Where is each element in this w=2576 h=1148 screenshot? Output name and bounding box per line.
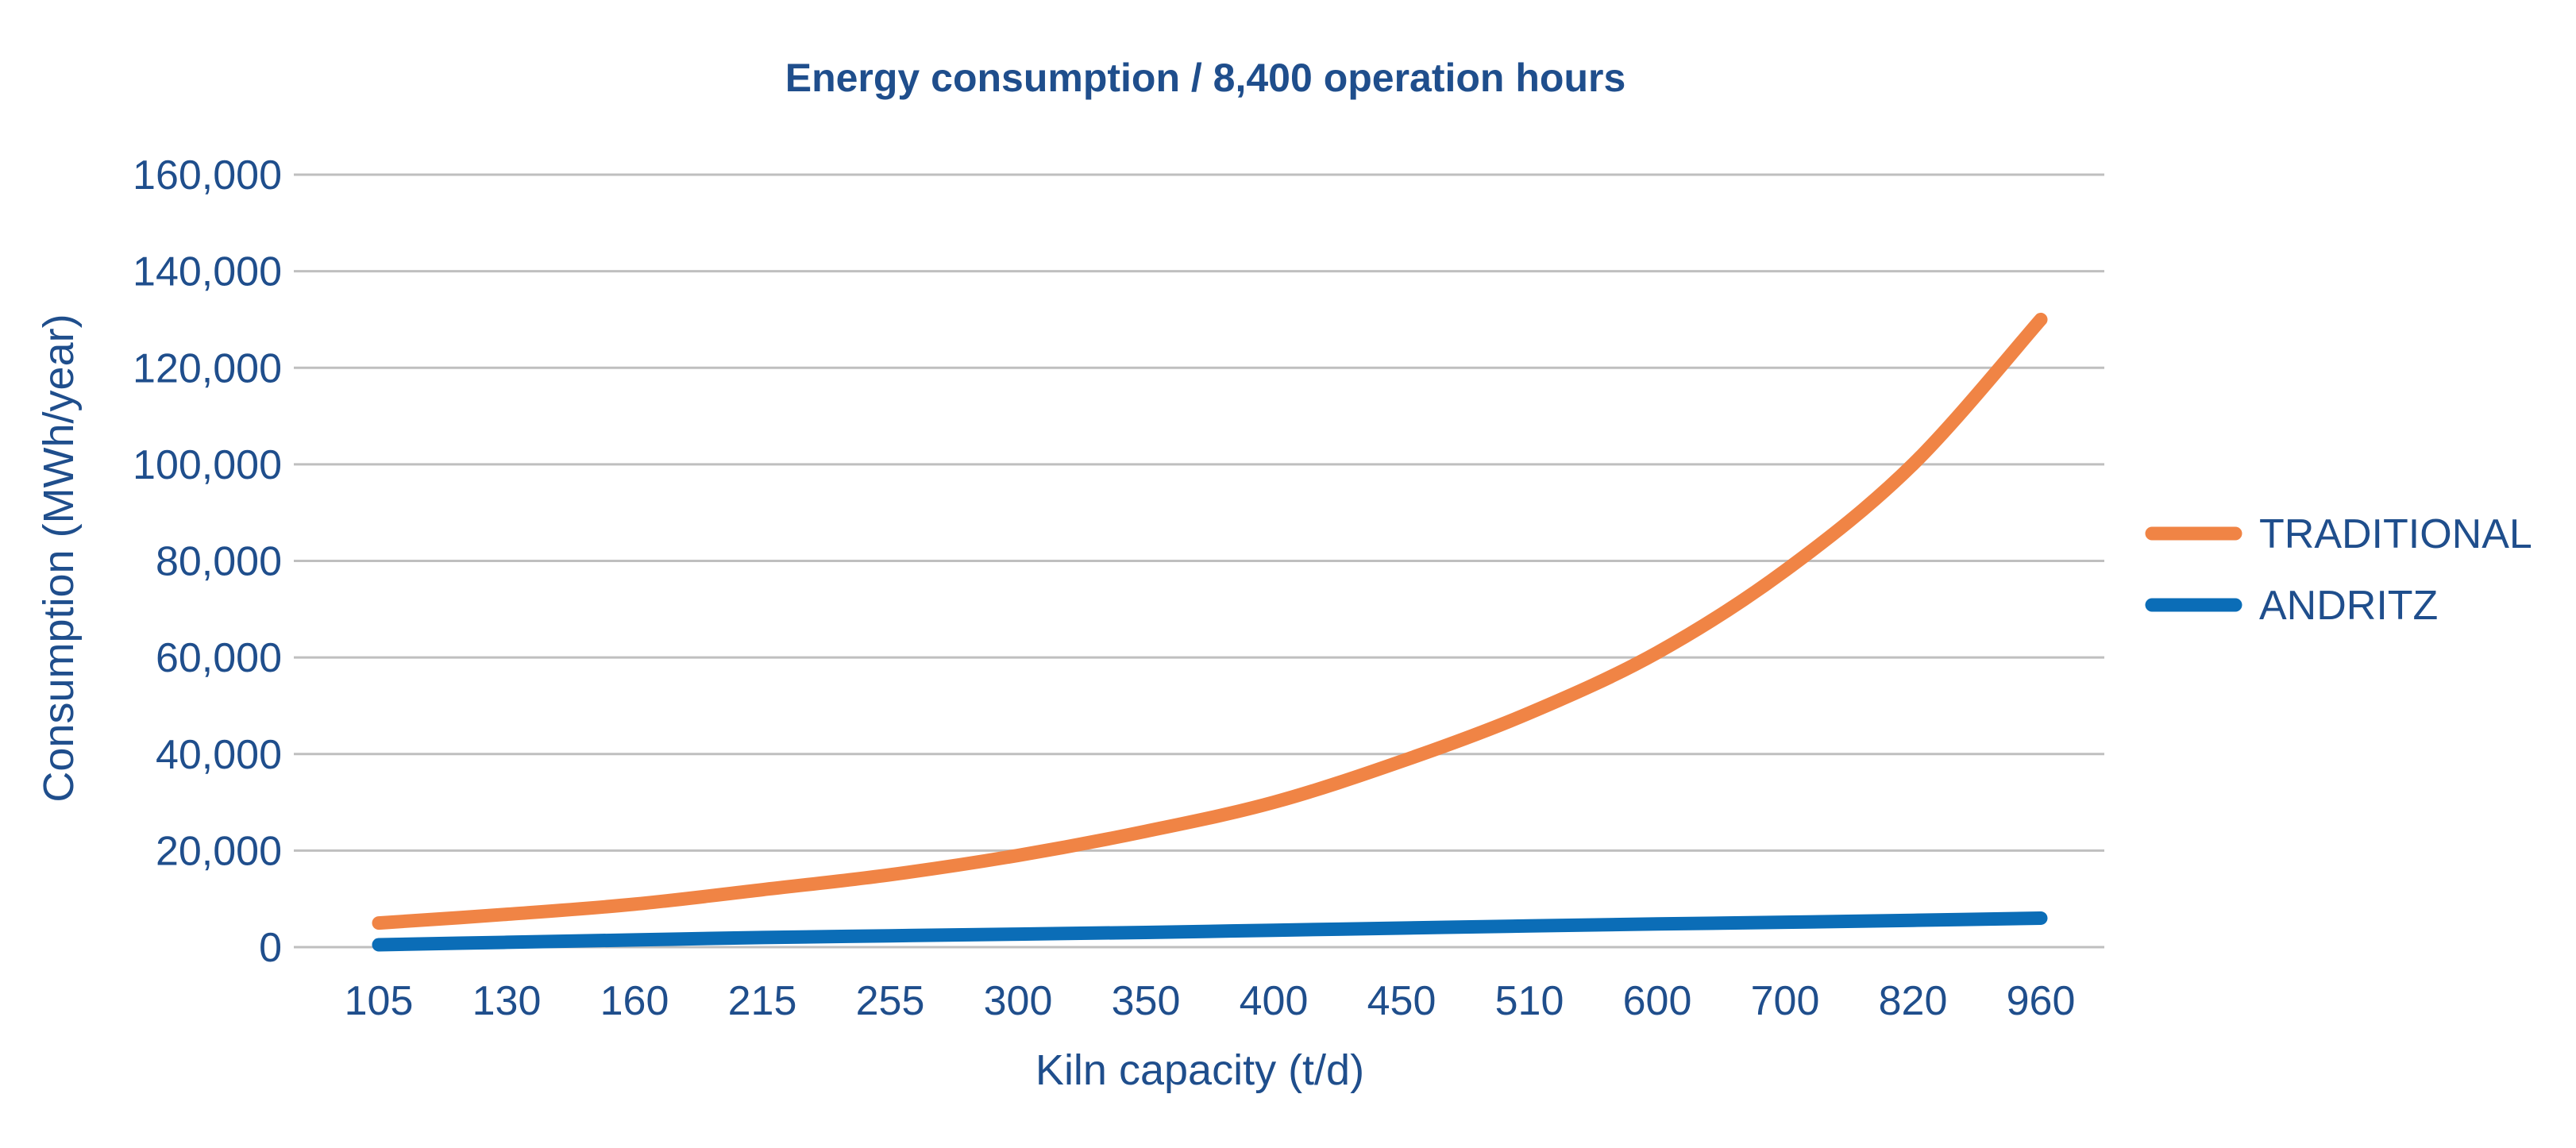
y-tick-label: 120,000 xyxy=(133,345,282,391)
x-tick-label: 300 xyxy=(984,978,1053,1024)
legend: TRADITIONAL ANDRITZ xyxy=(2145,511,2532,629)
x-tick-label: 400 xyxy=(1240,978,1309,1024)
series-line-traditional xyxy=(372,312,2048,930)
x-tick-label: 510 xyxy=(1495,978,1564,1024)
series-line-andritz xyxy=(372,911,2048,952)
x-axis-ticks: 105 130 160 215 255 300 350 400 450 510 600 700 820 9… xyxy=(345,978,2076,1024)
x-tick-label: 215 xyxy=(728,978,797,1024)
y-tick-label: 0 xyxy=(259,925,282,971)
x-axis-label: Kiln capacity (t/d) xyxy=(1035,1046,1364,1094)
x-tick-label: 600 xyxy=(1623,978,1692,1024)
x-tick-label: 350 xyxy=(1112,978,1181,1024)
legend-label-andritz: ANDRITZ xyxy=(2259,583,2438,629)
gridlines xyxy=(294,173,2104,949)
y-tick-label: 100,000 xyxy=(133,442,282,488)
series-lines xyxy=(372,312,2048,952)
x-tick-label: 130 xyxy=(472,978,542,1024)
y-axis-ticks: 0 20,000 40,000 60,000 80,000 100,000 120,000 1… xyxy=(133,152,282,971)
x-tick-label: 255 xyxy=(856,978,925,1024)
y-tick-label: 40,000 xyxy=(156,732,282,778)
y-tick-label: 140,000 xyxy=(133,249,282,295)
y-tick-label: 20,000 xyxy=(156,828,282,874)
x-tick-label: 700 xyxy=(1751,978,1820,1024)
y-tick-label: 160,000 xyxy=(133,152,282,198)
x-tick-label: 820 xyxy=(1879,978,1948,1024)
y-tick-label: 80,000 xyxy=(156,539,282,585)
chart-title: Energy consumption / 8,400 operation hou… xyxy=(785,56,1626,100)
y-axis-label: Consumption (MWh/year) xyxy=(35,314,83,802)
x-tick-label: 450 xyxy=(1367,978,1436,1024)
y-tick-label: 60,000 xyxy=(156,635,282,681)
x-tick-label: 960 xyxy=(2007,978,2076,1024)
x-tick-label: 105 xyxy=(345,978,414,1024)
legend-label-traditional: TRADITIONAL xyxy=(2259,511,2532,557)
x-tick-label: 160 xyxy=(600,978,669,1024)
